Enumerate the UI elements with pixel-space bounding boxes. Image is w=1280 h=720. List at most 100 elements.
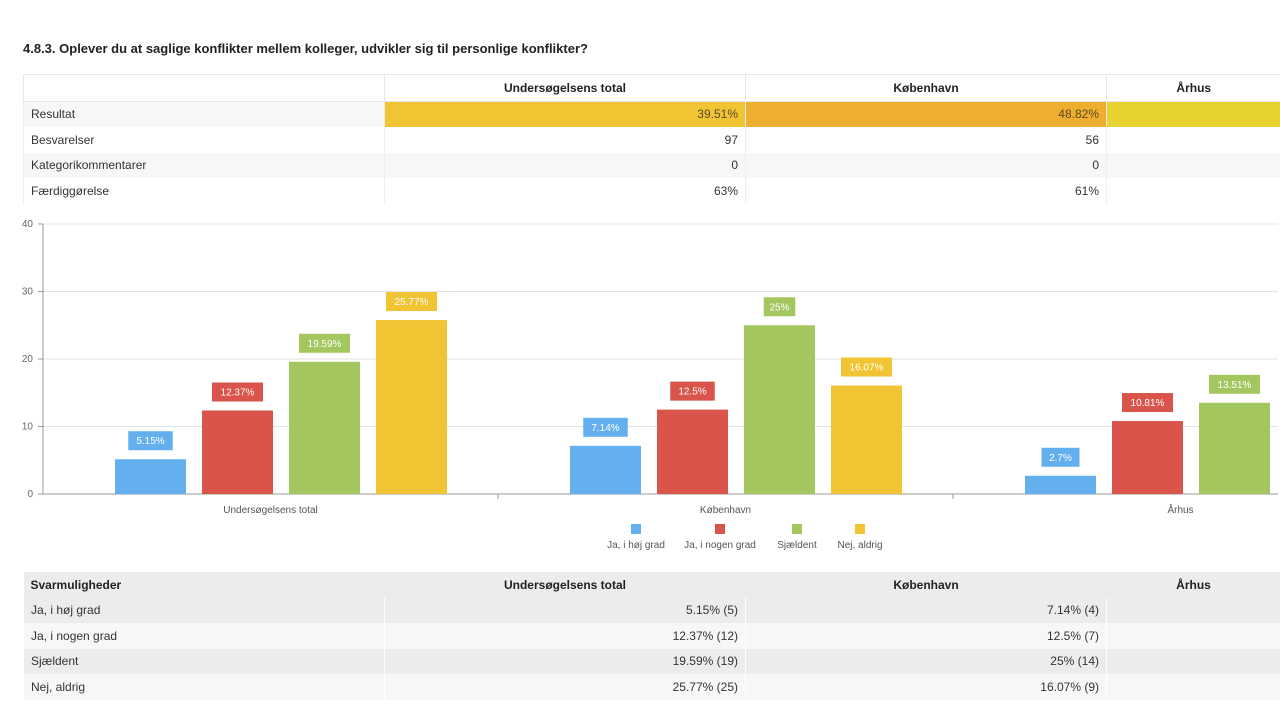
cell-value	[1106, 127, 1280, 153]
cell-value	[1106, 648, 1280, 674]
data-label-bg	[1122, 393, 1173, 413]
table-row: Resultat 39.51% 48.82%	[23, 101, 1280, 127]
cell-value: 12.37% (12)	[384, 623, 746, 649]
row-label: Færdiggørelse	[23, 178, 385, 204]
cell-value	[1106, 623, 1280, 649]
cell-value: 39.51%	[384, 101, 746, 127]
column-header: Århus	[1106, 572, 1280, 598]
cell-value: 0	[745, 152, 1107, 178]
data-label: 5.15%	[136, 436, 164, 447]
data-label: 7.14%	[591, 423, 619, 434]
bar	[570, 445, 641, 494]
x-category-label: Århus	[1167, 503, 1193, 516]
row-label: Kategorikommentarer	[23, 152, 385, 178]
answer-header-row: Svarmuligheder Undersøgelsens total Købe…	[23, 572, 1280, 598]
cell-value: 25% (14)	[745, 648, 1107, 674]
bar-chart: 0 10 20 30 40 Undersøgelsens total 5.15% 12.37%…	[22, 219, 1278, 551]
bar	[1199, 402, 1270, 494]
bar	[289, 361, 360, 494]
data-label: 16.07%	[850, 363, 884, 374]
cell-value: 56	[745, 127, 1107, 153]
cell-value: 0	[384, 152, 746, 178]
data-label-bg	[1041, 447, 1080, 467]
row-label: Nej, aldrig	[23, 674, 385, 700]
cell-value: 61%	[745, 178, 1107, 204]
data-label-bg	[386, 292, 437, 312]
bar	[1025, 475, 1096, 494]
legend-swatch	[631, 524, 641, 534]
data-label-bg	[583, 417, 628, 437]
y-tick-label: 30	[22, 287, 34, 298]
summary-header-empty	[23, 74, 385, 102]
question-title: 4.8.3. Oplever du at saglige konflikter …	[23, 41, 588, 56]
table-row: Færdiggørelse 63% 61%	[23, 178, 1280, 204]
summary-header-row: Undersøgelsens total København Århus	[23, 74, 1280, 102]
cell-value	[1106, 178, 1280, 204]
data-label: 13.51%	[1218, 380, 1252, 391]
data-label-bg	[128, 431, 173, 451]
row-label: Besvarelser	[23, 127, 385, 153]
table-row: Sjældent 19.59% (19) 25% (14)	[23, 648, 1280, 674]
data-label-bg	[212, 382, 263, 402]
row-label: Ja, i nogen grad	[23, 623, 385, 649]
row-label: Sjældent	[23, 648, 385, 674]
data-label-bg	[763, 297, 796, 317]
x-category-label: København	[700, 505, 751, 516]
y-tick-label: 20	[22, 354, 34, 365]
row-label: Resultat	[23, 101, 385, 127]
summary-table: Undersøgelsens total København Århus Res…	[23, 74, 1280, 204]
x-category-label: Undersøgelsens total	[223, 505, 318, 516]
cell-value: 12.5% (7)	[745, 623, 1107, 649]
cell-value: 5.15% (5)	[384, 597, 746, 623]
cell-value: 19.59% (19)	[384, 648, 746, 674]
column-header: Undersøgelsens total	[384, 572, 746, 598]
answer-table: Svarmuligheder Undersøgelsens total Købe…	[23, 572, 1280, 700]
table-row: Besvarelser 97 56	[23, 127, 1280, 153]
cell-value: 63%	[384, 178, 746, 204]
bar	[202, 410, 273, 494]
bar	[657, 409, 728, 494]
data-label: 10.81%	[1131, 398, 1165, 409]
data-label: 12.5%	[678, 387, 706, 398]
column-header: København	[745, 572, 1107, 598]
legend-swatch	[792, 524, 802, 534]
data-label: 19.59%	[308, 339, 342, 350]
bar	[831, 385, 902, 494]
cell-value	[1106, 152, 1280, 178]
data-label-bg	[670, 381, 715, 401]
table-row: Nej, aldrig 25.77% (25) 16.07% (9)	[23, 674, 1280, 700]
legend-label: Ja, i høj grad	[607, 540, 665, 551]
cell-value	[1106, 101, 1280, 127]
cell-value: 16.07% (9)	[745, 674, 1107, 700]
y-tick-label: 10	[22, 422, 34, 433]
data-label: 25%	[769, 302, 789, 313]
data-label-bg	[1209, 374, 1260, 394]
column-header: Århus	[1106, 74, 1280, 102]
data-label: 2.7%	[1049, 453, 1072, 464]
column-header: København	[745, 74, 1107, 102]
legend-swatch	[855, 524, 865, 534]
cell-value	[1106, 597, 1280, 623]
y-tick-label: 0	[27, 489, 33, 500]
table-row: Ja, i høj grad 5.15% (5) 7.14% (4)	[23, 597, 1280, 623]
data-label: 25.77%	[395, 297, 429, 308]
table-row: Ja, i nogen grad 12.37% (12) 12.5% (7)	[23, 623, 1280, 649]
legend-label: Nej, aldrig	[837, 540, 882, 551]
data-label-bg	[299, 333, 350, 353]
column-header: Svarmuligheder	[23, 572, 385, 598]
cell-value: 48.82%	[745, 101, 1107, 127]
cell-value: 25.77% (25)	[384, 674, 746, 700]
data-label: 12.37%	[221, 388, 255, 399]
y-tick-label: 40	[22, 219, 34, 230]
legend-label: Ja, i nogen grad	[684, 540, 756, 551]
column-header: Undersøgelsens total	[384, 74, 746, 102]
bar	[115, 459, 186, 494]
data-label-bg	[841, 357, 892, 377]
cell-value	[1106, 674, 1280, 700]
legend-label: Sjældent	[777, 540, 817, 551]
bar	[1112, 421, 1183, 494]
bar	[376, 320, 447, 494]
legend-swatch	[715, 524, 725, 534]
cell-value: 7.14% (4)	[745, 597, 1107, 623]
bar	[744, 325, 815, 494]
